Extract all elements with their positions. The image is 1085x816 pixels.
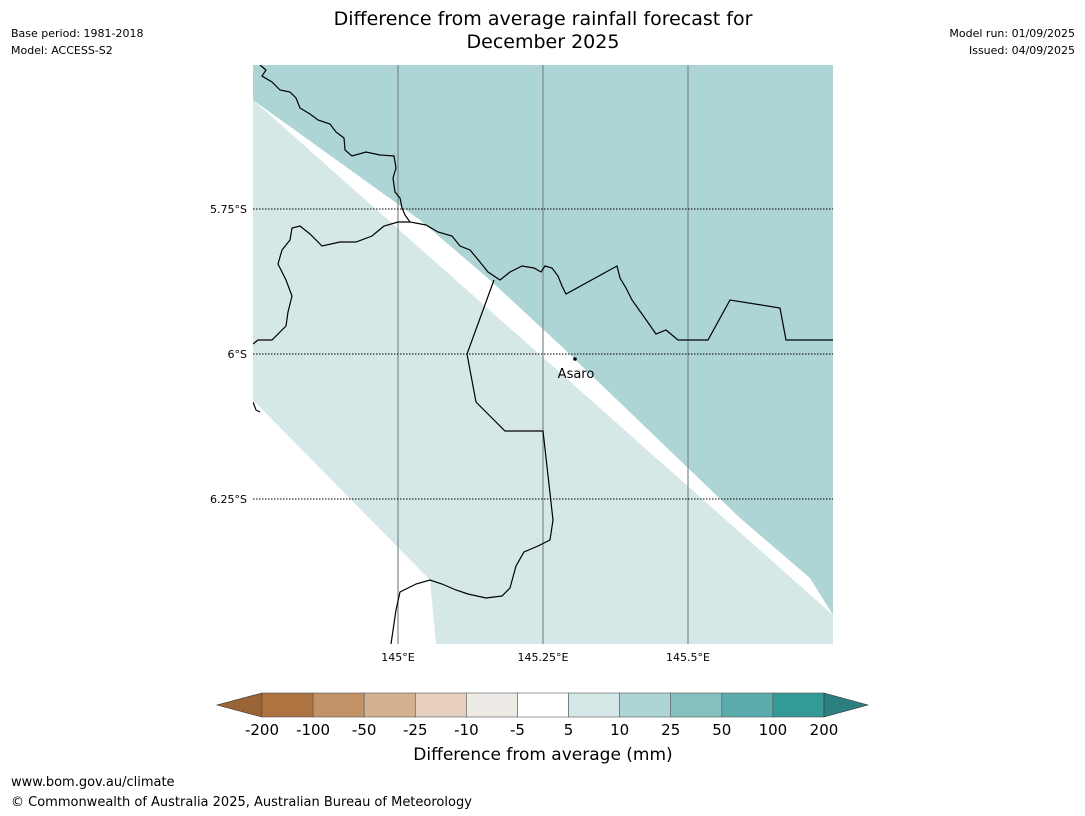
title-line-2: December 2025 [466,31,620,53]
lon-label-145-5: 145.5°E [666,651,710,664]
map-title: Difference from average rainfall forecas… [243,8,843,54]
metadata-right: Model run: 01/09/2025 Issued: 04/09/2025 [949,25,1075,59]
colorbar-tick-label: 25 [661,721,680,739]
metadata-left: Base period: 1981-2018 Model: ACCESS-S2 [11,25,143,59]
lat-label-6-25: 6.25°S [210,493,247,506]
lon-label-145-25: 145.25°E [518,651,569,664]
lat-label-5-75: 5.75°S [210,203,247,216]
title-line-1: Difference from average rainfall forecas… [333,8,753,30]
colorbar-segment [261,692,314,718]
colorbar-segment [517,692,569,718]
lat-label-6: 6°S [228,348,247,361]
colorbar-tick-label: 10 [610,721,629,739]
colorbar-segment [312,692,365,718]
place-label-asaro: Asaro [558,367,595,382]
footer-copyright: © Commonwealth of Australia 2025, Austra… [11,795,472,810]
colorbar-tick-label: -200 [245,721,279,739]
colorbar-segment [568,692,620,718]
colorbar-segment [619,692,672,718]
colorbar-tick-label: -25 [403,721,428,739]
province-boundaries [253,65,833,644]
colorbar-tick-label: -10 [454,721,479,739]
model-run-text: Model run: 01/09/2025 [949,27,1075,40]
colorbar-tick-label: 50 [712,721,731,739]
model-text: Model: ACCESS-S2 [11,44,113,57]
colorbar-tick-label: 200 [810,721,839,739]
map-area: Asaro [253,65,833,644]
base-period-text: Base period: 1981-2018 [11,27,144,40]
colorbar-segment [466,692,518,718]
colorbar-segment [363,692,416,718]
asaro-marker [573,357,577,361]
colorbar-segment [414,692,467,718]
colorbar: -200 -100 -50 -25 -10 -5 5 10 25 50 100 200 [215,692,870,739]
colorbar-segment [721,692,774,718]
issued-text: Issued: 04/09/2025 [968,44,1075,57]
colorbar-segment [670,692,723,718]
colorbar-tick-label: -50 [352,721,377,739]
colorbar-tick-label: 100 [759,721,788,739]
colorbar-tick-label: -5 [510,721,525,739]
footer-url: www.bom.gov.au/climate [11,775,175,790]
colorbar-tick-label: -100 [296,721,330,739]
colorbar-arrow-low [215,692,263,718]
colorbar-segment [772,692,825,718]
colorbar-arrow-high [823,692,870,718]
colorbar-tick-label: 5 [564,721,574,739]
lon-label-145: 145°E [381,651,414,664]
colorbar-title: Difference from average (mm) [413,745,673,765]
